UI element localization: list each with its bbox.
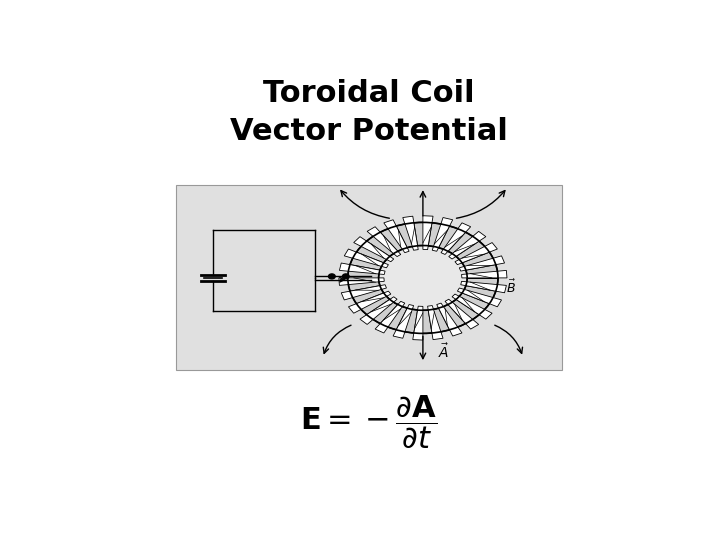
- Ellipse shape: [379, 246, 467, 310]
- Polygon shape: [455, 242, 498, 265]
- Bar: [176, 185, 562, 370]
- Polygon shape: [445, 299, 479, 329]
- Text: $\vec{B}$: $\vec{B}$: [505, 279, 516, 296]
- Polygon shape: [461, 281, 506, 293]
- Polygon shape: [348, 291, 391, 313]
- Text: $\mathbf{E} = -\dfrac{\partial \mathbf{A}}{\partial t}$: $\mathbf{E} = -\dfrac{\partial \mathbf{A…: [300, 394, 438, 451]
- Polygon shape: [375, 301, 405, 333]
- Polygon shape: [341, 285, 387, 300]
- Polygon shape: [413, 306, 423, 340]
- Polygon shape: [441, 223, 471, 254]
- Polygon shape: [360, 297, 397, 325]
- Polygon shape: [344, 249, 388, 268]
- Polygon shape: [432, 218, 453, 251]
- Ellipse shape: [348, 222, 498, 333]
- Circle shape: [343, 274, 349, 279]
- Polygon shape: [457, 288, 502, 307]
- Polygon shape: [452, 294, 492, 319]
- Polygon shape: [437, 303, 462, 336]
- Polygon shape: [354, 237, 394, 262]
- Polygon shape: [367, 227, 401, 256]
- Text: $\vec{A}$: $\vec{A}$: [438, 342, 449, 361]
- Polygon shape: [423, 215, 433, 249]
- Polygon shape: [402, 216, 418, 250]
- Polygon shape: [428, 306, 443, 340]
- Circle shape: [328, 274, 336, 279]
- Polygon shape: [462, 271, 507, 278]
- Polygon shape: [339, 263, 385, 274]
- Polygon shape: [393, 305, 413, 338]
- Polygon shape: [339, 278, 384, 286]
- Polygon shape: [384, 220, 409, 253]
- Text: Toroidal Coil: Toroidal Coil: [264, 79, 474, 109]
- Text: Vector Potential: Vector Potential: [230, 117, 508, 146]
- Polygon shape: [449, 231, 486, 259]
- Polygon shape: [459, 256, 505, 271]
